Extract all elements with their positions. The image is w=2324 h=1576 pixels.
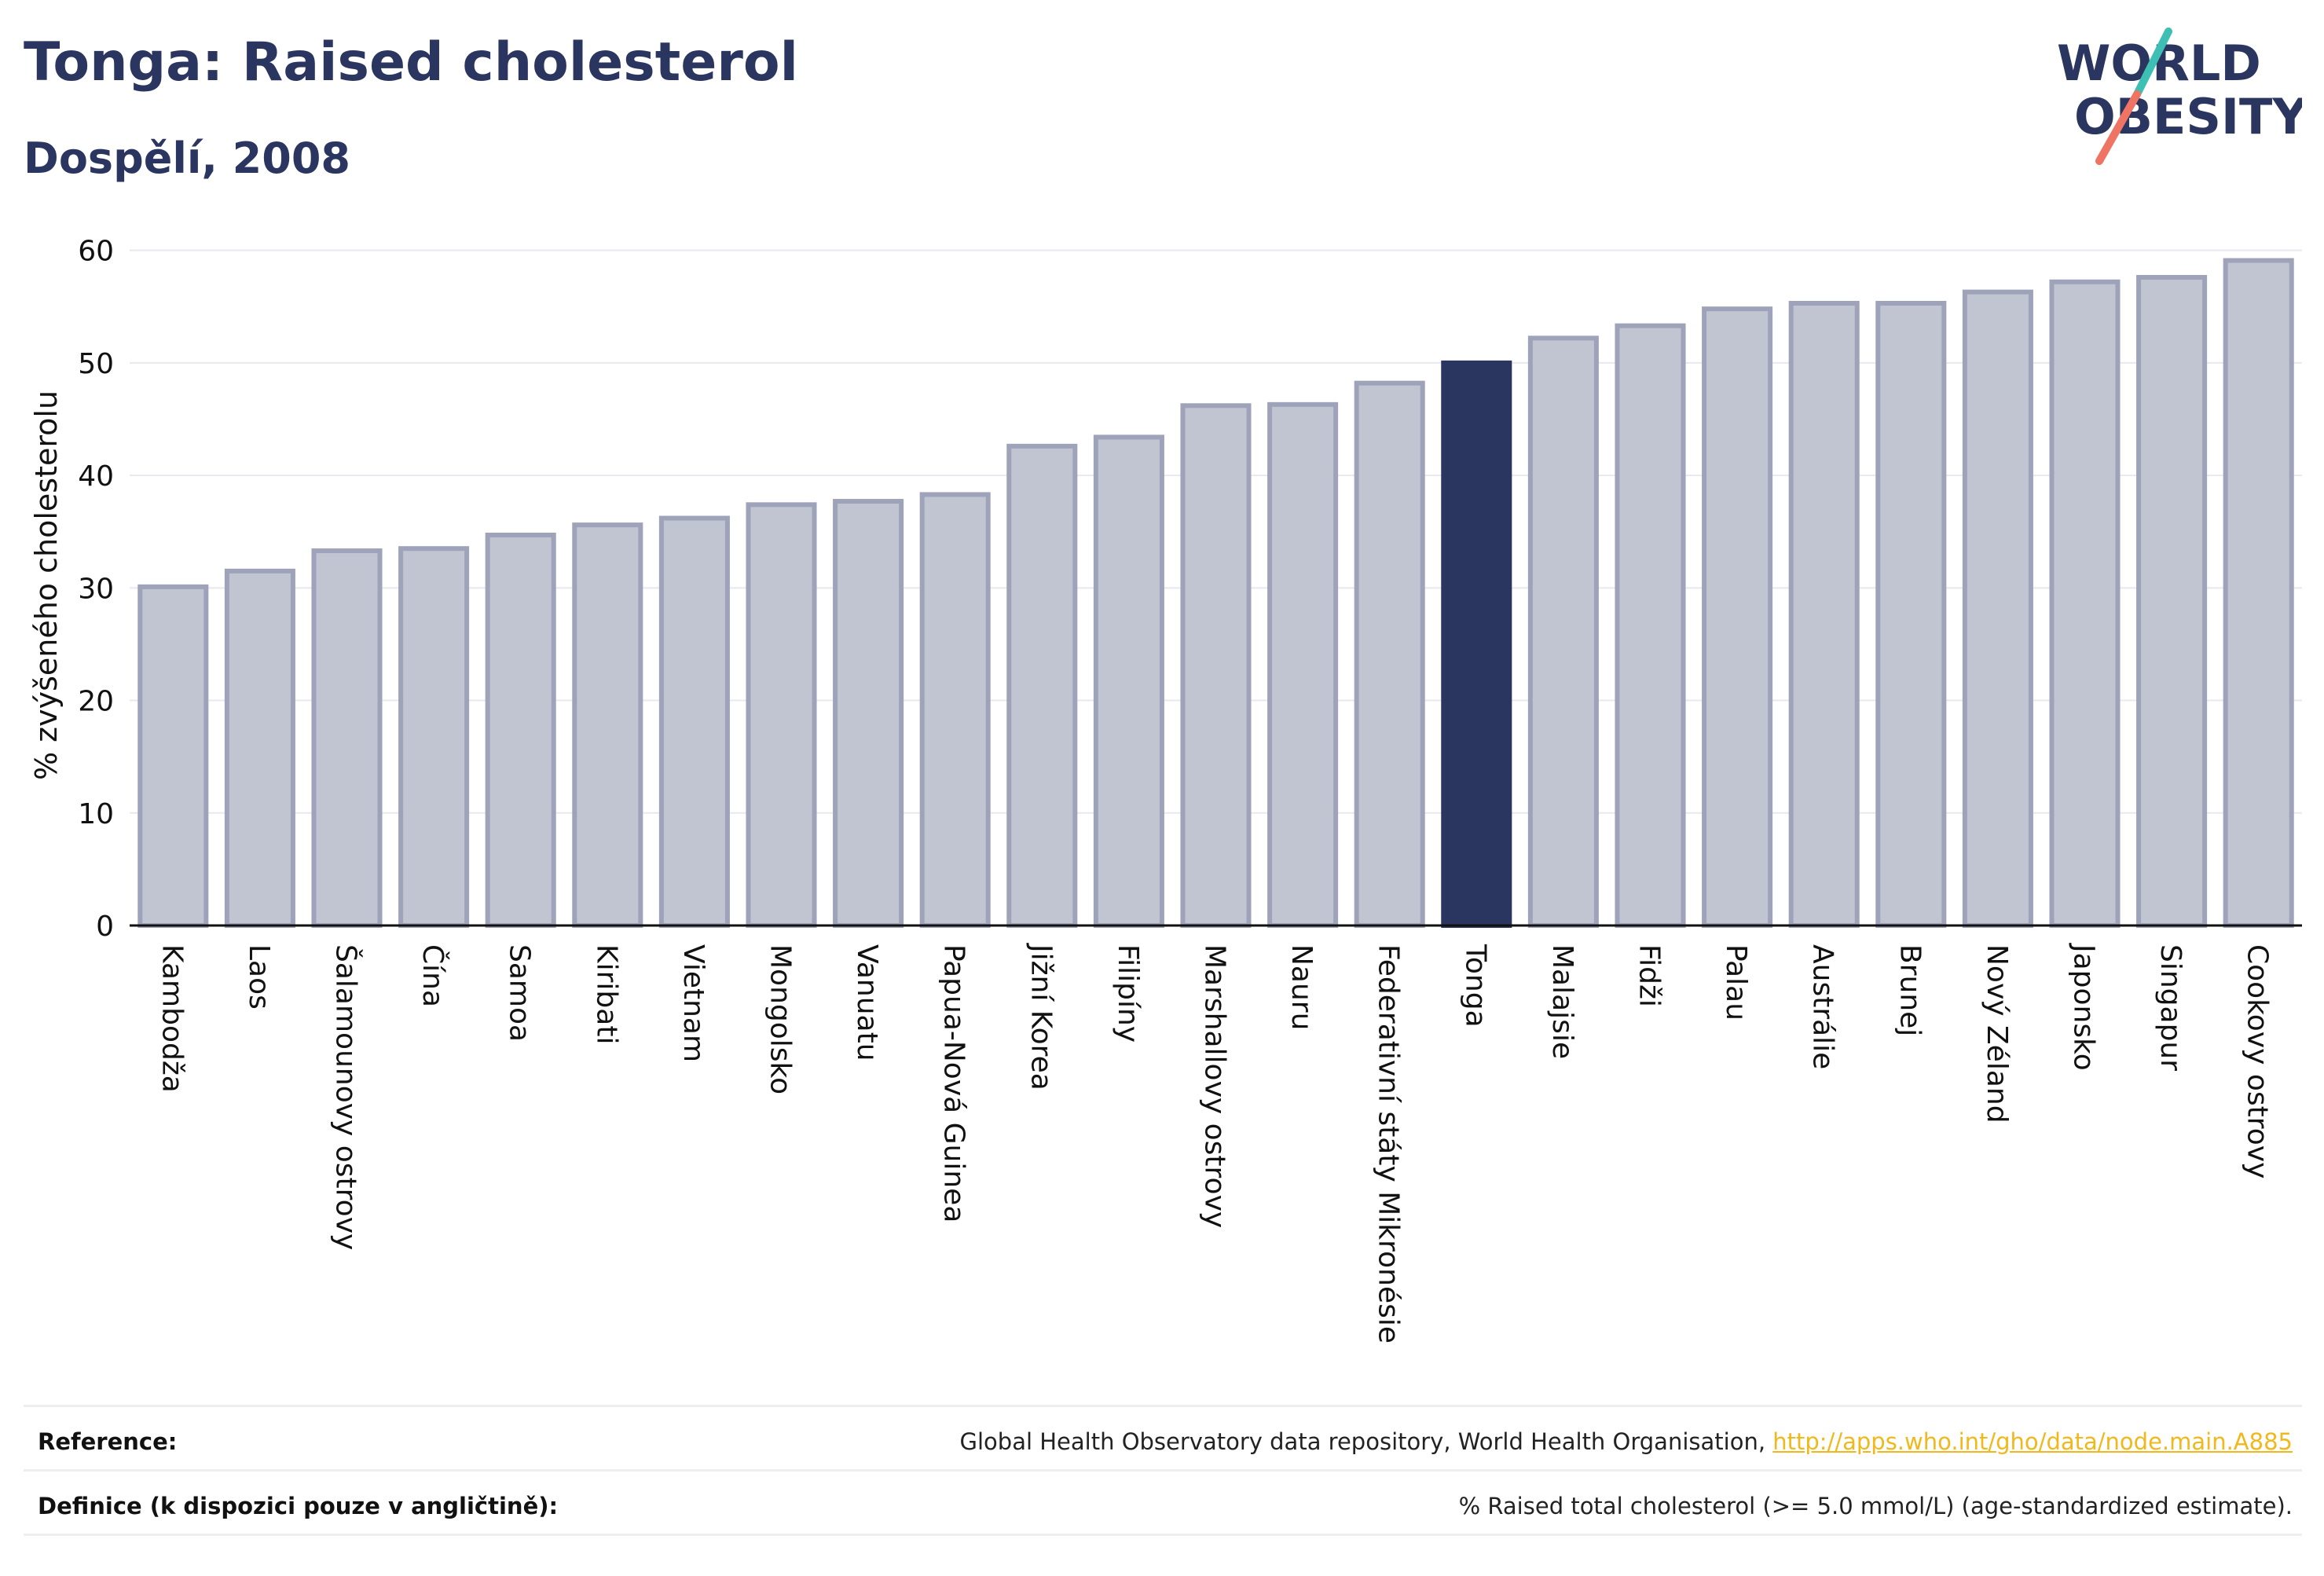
world-obesity-logo: WORLD OBESITY bbox=[2057, 27, 2302, 165]
x-tick-label-21: Nový Zéland bbox=[1981, 944, 2013, 1123]
bar-0 bbox=[137, 584, 209, 928]
x-tick-label-7: Mongolsko bbox=[764, 944, 797, 1094]
x-tick-label-14: Federativní státy Mikronésie bbox=[1373, 944, 1405, 1343]
x-tick-label-18: Palau bbox=[1720, 944, 1752, 1021]
x-tick-label-3: Čína bbox=[416, 944, 449, 1007]
x-tick-label-4: Samoa bbox=[504, 944, 536, 1042]
y-tick-label-40: 40 bbox=[78, 460, 114, 493]
x-tick-label-2: Šalamounovy ostrovy bbox=[330, 944, 363, 1250]
y-tick-label-50: 50 bbox=[78, 348, 114, 380]
bar-18 bbox=[1702, 306, 1773, 929]
bar-2 bbox=[311, 548, 383, 928]
x-tick-label-19: Austrálie bbox=[1807, 944, 1839, 1069]
footer-divider-middle bbox=[24, 1469, 2302, 1472]
x-tick-label-0: Kambodža bbox=[156, 944, 188, 1093]
x-tick-label-22: Japonsko bbox=[2068, 943, 2100, 1071]
x-tick-label-5: Kiribati bbox=[590, 944, 622, 1044]
x-tick-label-10: Jižní Korea bbox=[1025, 943, 1057, 1090]
x-tick-label-24: Cookovy ostrovy bbox=[2242, 944, 2274, 1178]
bar-3 bbox=[398, 546, 470, 928]
bar-7 bbox=[746, 502, 817, 928]
bars bbox=[137, 258, 2294, 929]
y-axis-label: % zvýšeného cholesterolu bbox=[29, 390, 64, 780]
bar-11 bbox=[1093, 434, 1164, 928]
bar-13 bbox=[1267, 401, 1339, 928]
definition-value: % Raised total cholesterol (>= 5.0 mmol/… bbox=[1458, 1493, 2293, 1519]
bar-4 bbox=[485, 533, 556, 929]
bar-19 bbox=[1788, 300, 1860, 928]
x-tick-label-6: Vietnam bbox=[677, 944, 709, 1062]
bar-5 bbox=[572, 522, 643, 929]
x-tick-label-12: Marshallovy ostrovy bbox=[1199, 944, 1231, 1228]
definition-label: Definice (k dispozici pouze v angličtině… bbox=[38, 1493, 559, 1519]
y-tick-label-20: 20 bbox=[78, 686, 114, 718]
y-tick-label-30: 30 bbox=[78, 573, 114, 605]
bar-10 bbox=[1006, 443, 1078, 928]
logo-slash-teal bbox=[2133, 27, 2172, 98]
bar-12 bbox=[1180, 403, 1252, 928]
x-tick-label-13: Nauru bbox=[1285, 944, 1318, 1030]
chart-subtitle: Dospělí, 2008 bbox=[24, 134, 350, 183]
x-tick-label-11: Filipíny bbox=[1112, 944, 1144, 1043]
x-tick-label-8: Vanuatu bbox=[851, 944, 883, 1061]
x-tick-label-23: Singapur bbox=[2154, 944, 2187, 1071]
bar-6 bbox=[658, 515, 730, 928]
y-tick-label-10: 10 bbox=[78, 798, 114, 830]
x-tick-label-16: Malajsie bbox=[1546, 944, 1578, 1059]
x-tick-label-17: Fidži bbox=[1633, 944, 1666, 1007]
reference-link[interactable]: http://apps.who.int/gho/data/node.main.A… bbox=[1772, 1428, 2293, 1455]
reference-label: Reference: bbox=[38, 1428, 178, 1455]
bar-14 bbox=[1354, 380, 1425, 928]
bar-20 bbox=[1875, 300, 1947, 928]
bar-21 bbox=[1962, 289, 2033, 928]
x-tick-label-20: Brunej bbox=[1893, 944, 1926, 1036]
reference-value: Global Health Observatory data repositor… bbox=[960, 1428, 2293, 1455]
bar-22 bbox=[2049, 279, 2121, 928]
reference-text: Global Health Observatory data repositor… bbox=[959, 1428, 1773, 1455]
bar-1 bbox=[224, 568, 295, 928]
footer-divider-top bbox=[24, 1405, 2302, 1407]
bar-15 bbox=[1441, 360, 1512, 928]
x-tick-label-9: Papua-Nová Guinea bbox=[938, 944, 970, 1222]
x-tick-label-1: Laos bbox=[243, 944, 275, 1010]
bar-23 bbox=[2136, 275, 2208, 928]
bar-chart: 0 10 20 30 40 50 60 Kambodža Laos Šalamounovy ost… bbox=[29, 236, 2302, 1343]
bar-17 bbox=[1615, 323, 1686, 928]
chart-title: Tonga: Raised cholesterol bbox=[24, 31, 798, 93]
footer-divider-bottom bbox=[24, 1534, 2302, 1536]
axes: 0 10 20 30 40 50 60 Kambodža Laos Šalamounovy ost… bbox=[78, 236, 2302, 1343]
bar-16 bbox=[1527, 335, 1599, 929]
bar-24 bbox=[2223, 258, 2294, 929]
bar-8 bbox=[833, 499, 904, 928]
x-tick-label-15: Tonga bbox=[1459, 944, 1491, 1028]
y-tick-label-60: 60 bbox=[78, 236, 114, 268]
bar-9 bbox=[919, 492, 991, 928]
logo-slash-coral bbox=[2095, 90, 2141, 165]
y-tick-label-0: 0 bbox=[96, 911, 114, 943]
